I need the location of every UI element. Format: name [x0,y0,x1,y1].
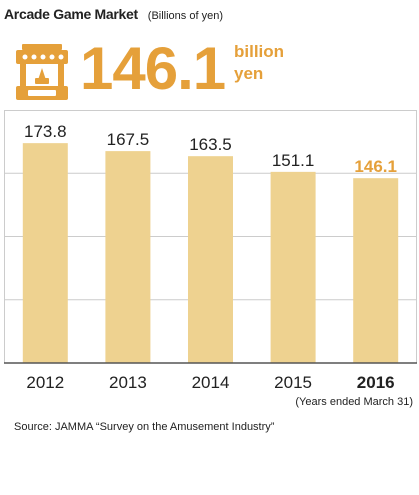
data-label: 151.1 [272,151,315,170]
headline-value: 146.1 [80,35,226,102]
x-tick-label: 2012 [26,373,64,392]
bar [188,156,233,363]
fiscal-year-note: (Years ended March 31) [295,396,413,408]
headline-unit-yen: yen [234,64,264,83]
bar-chart: 173.8 2012 167.5 2013 163.5 2014 151.1 2015 146.… [4,110,417,392]
bar [270,171,316,363]
x-tick-label: 2015 [274,373,312,392]
data-label: 167.5 [107,130,150,149]
bar [22,143,68,363]
chart-subtitle: (Billions of yen) [147,10,223,22]
x-tick-label: 2016 [357,373,395,392]
source-note: Source: JAMMA “Survey on the Amusement I… [14,421,275,433]
arcade-stall-icon [16,44,68,100]
headline-unit-billion: billion [234,42,285,61]
chart-title: Arcade Game Market [4,6,138,22]
data-label: 173.8 [24,122,67,141]
chart-title-row: Arcade Game Market (Billions of yen) [4,6,223,22]
x-tick-label: 2014 [192,373,230,392]
bar [353,178,399,363]
x-tick-label: 2013 [109,373,147,392]
data-label: 163.5 [189,135,232,154]
bar [105,151,151,363]
data-label: 146.1 [354,157,397,176]
